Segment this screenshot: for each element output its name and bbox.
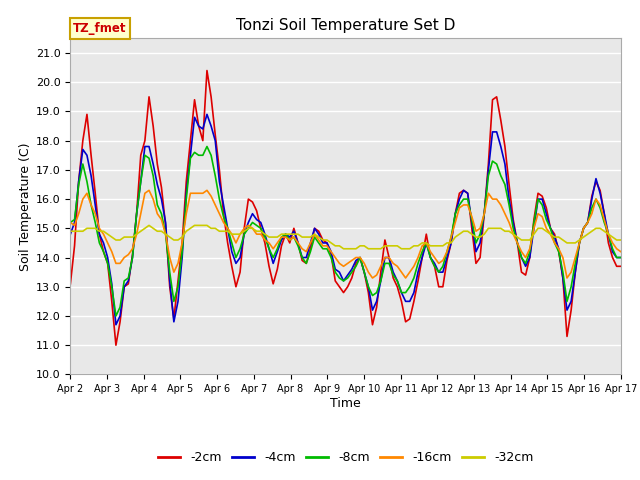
Text: TZ_fmet: TZ_fmet [73,22,127,35]
Title: Tonzi Soil Temperature Set D: Tonzi Soil Temperature Set D [236,18,455,33]
X-axis label: Time: Time [330,397,361,410]
Y-axis label: Soil Temperature (C): Soil Temperature (C) [19,142,32,271]
Legend: -2cm, -4cm, -8cm, -16cm, -32cm: -2cm, -4cm, -8cm, -16cm, -32cm [153,446,538,469]
